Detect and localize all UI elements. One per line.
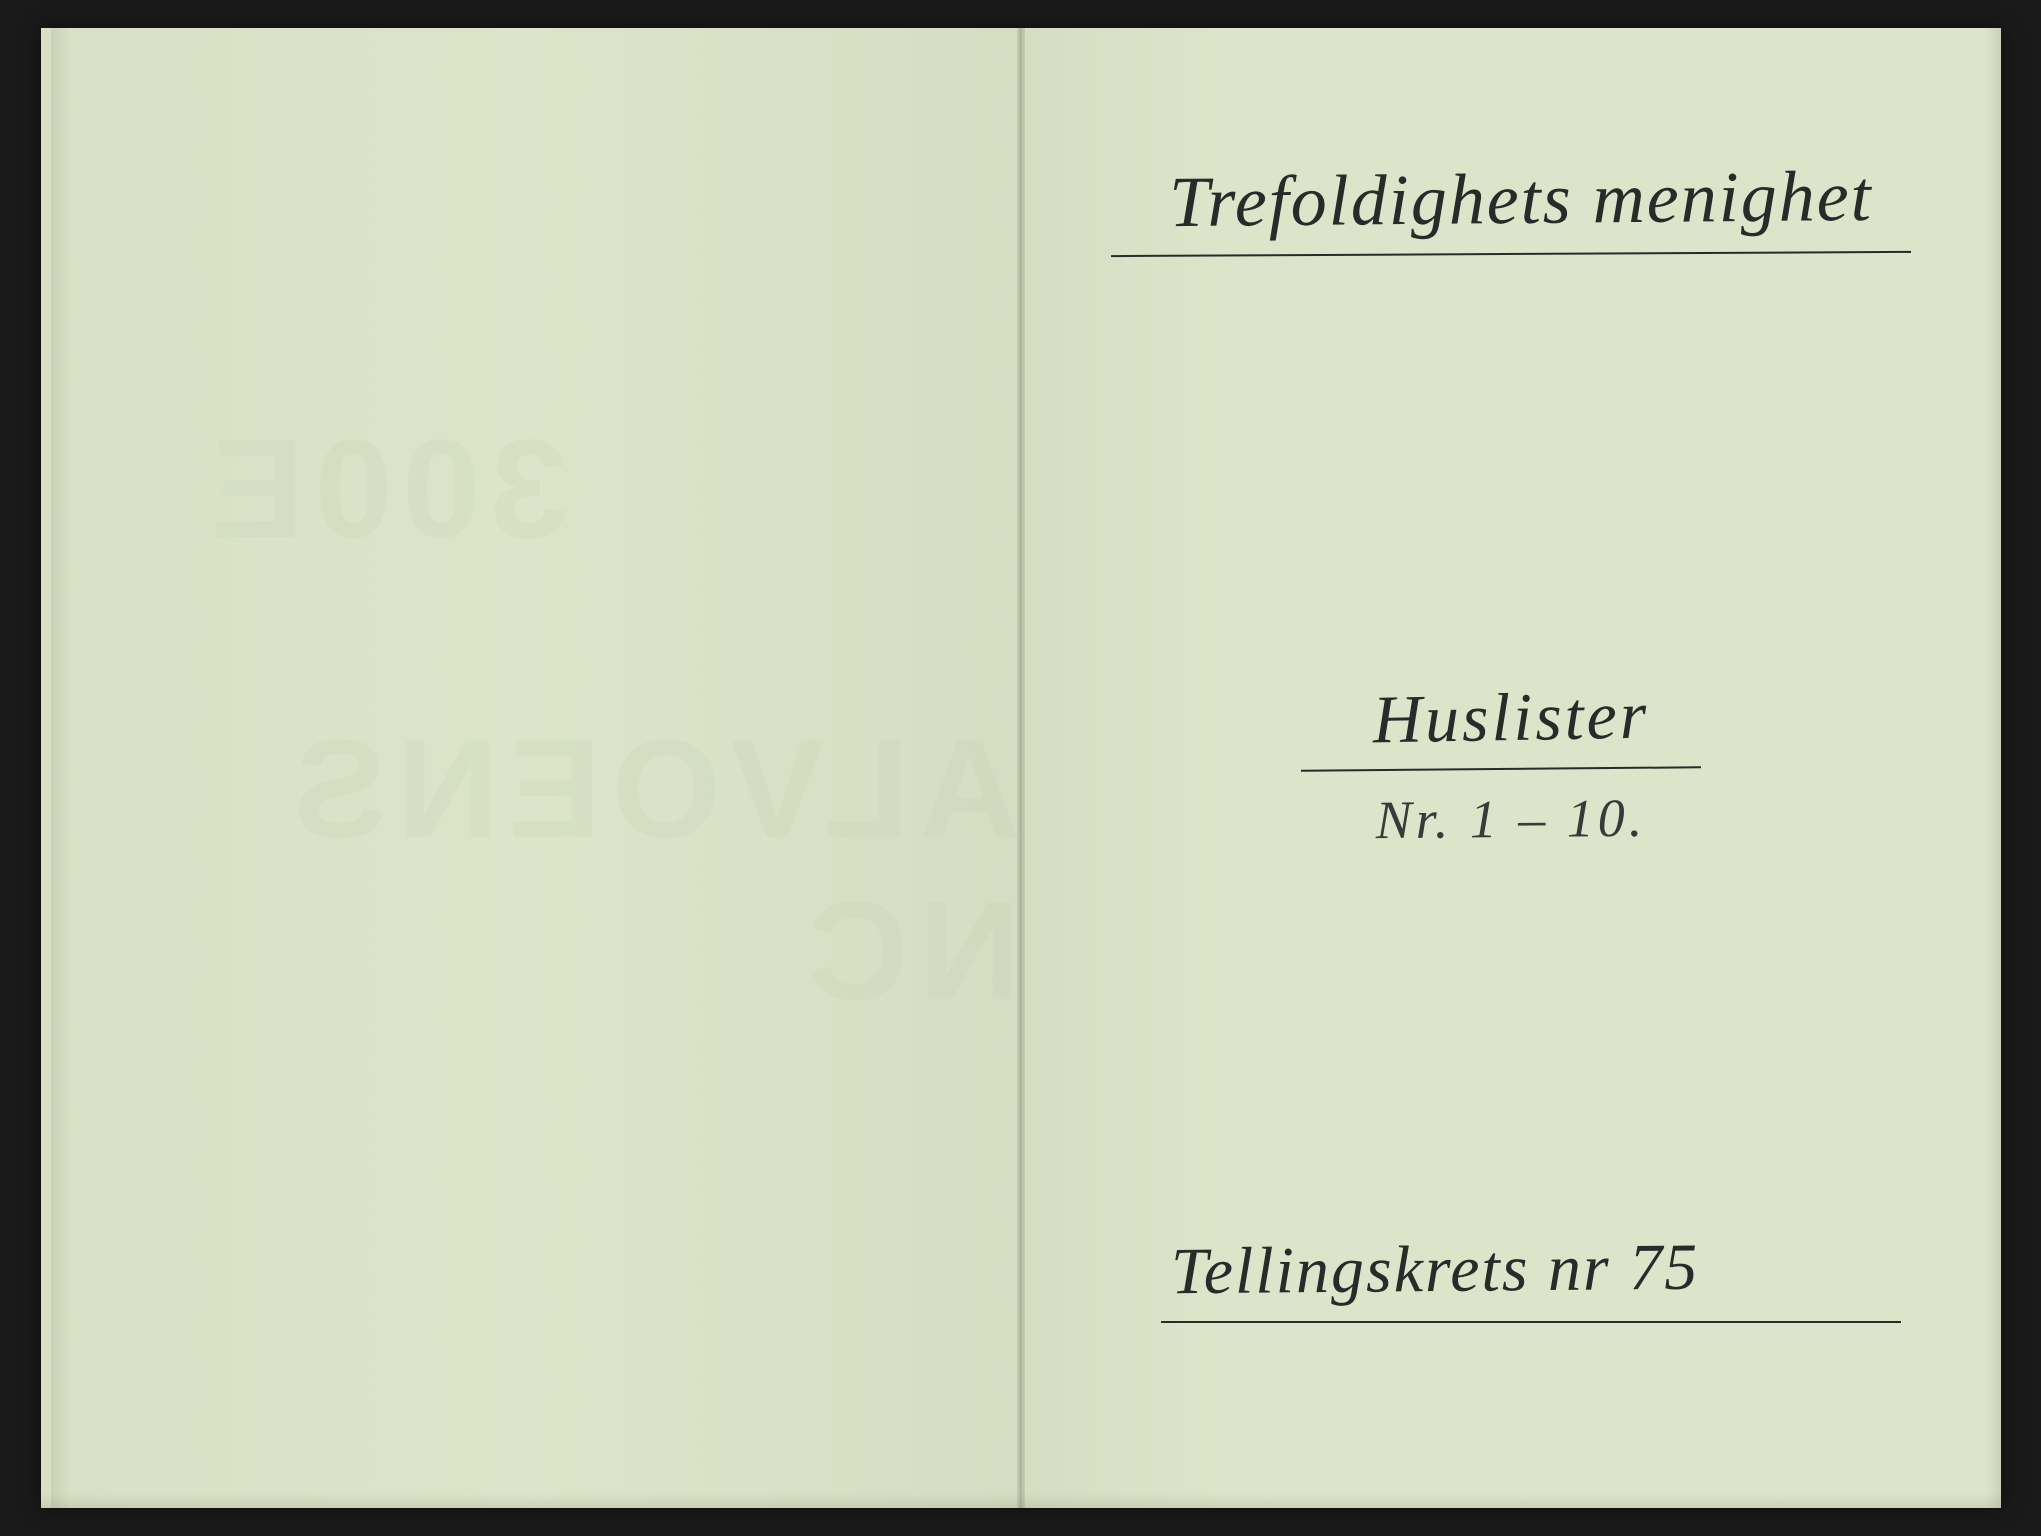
right-page: MI 2 Trefoldighets menighet Huslister Nr…	[1021, 28, 2001, 1508]
watermark-top: 300E	[201, 408, 568, 570]
watermark-bottom: ALVOENS NC	[101, 708, 1020, 1032]
subtitle-underline	[1300, 766, 1700, 771]
page-fold	[1017, 28, 1025, 1508]
footer-underline	[1161, 1321, 1901, 1323]
district-label: Tellingskrets nr 75	[1170, 1230, 1699, 1311]
title-underline	[1111, 251, 1911, 257]
left-page: 300E ALVOENS NC	[41, 28, 1021, 1508]
edge-shadow	[1986, 28, 2001, 1508]
list-heading: Huslister	[1372, 676, 1650, 760]
document-spread: 300E ALVOENS NC MI 2 Trefoldighets menig…	[41, 28, 2001, 1508]
parish-title: Trefoldighets menighet	[1120, 155, 1921, 245]
number-range: Nr. 1 – 10.	[1375, 787, 1646, 851]
